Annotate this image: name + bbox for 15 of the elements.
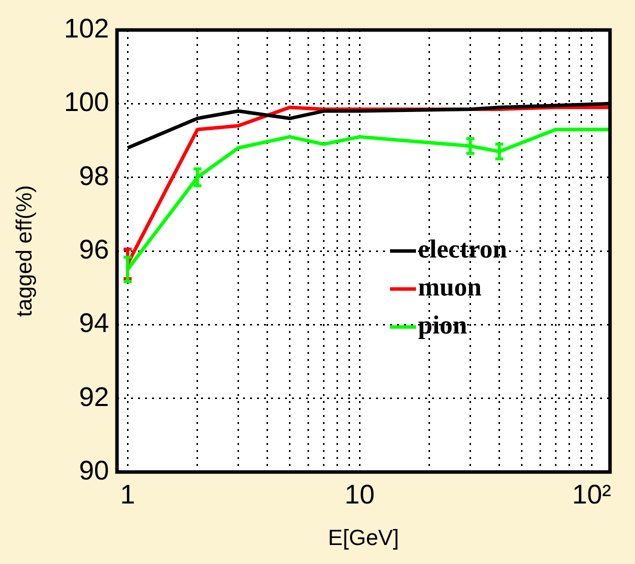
- x-tick-label: 1: [120, 480, 136, 510]
- x-tick-label: 10²: [572, 480, 612, 510]
- x-tick-label: 10: [344, 480, 375, 510]
- y-tick-label: 90: [78, 455, 109, 486]
- y-tick-label: 102: [64, 13, 109, 44]
- legend-label: electron: [418, 234, 508, 264]
- y-tick-label: 100: [64, 87, 109, 118]
- legend-label: muon: [418, 272, 482, 302]
- y-tick-label: 94: [78, 308, 109, 338]
- y-tick-label: 98: [78, 160, 109, 191]
- y-tick-label: 96: [78, 234, 109, 264]
- legend-label: pion: [418, 310, 468, 340]
- y-tick-label: 92: [78, 382, 109, 412]
- x-axis-title: E[GeV]: [328, 524, 399, 550]
- y-axis-title: tagged eff(%): [11, 185, 36, 317]
